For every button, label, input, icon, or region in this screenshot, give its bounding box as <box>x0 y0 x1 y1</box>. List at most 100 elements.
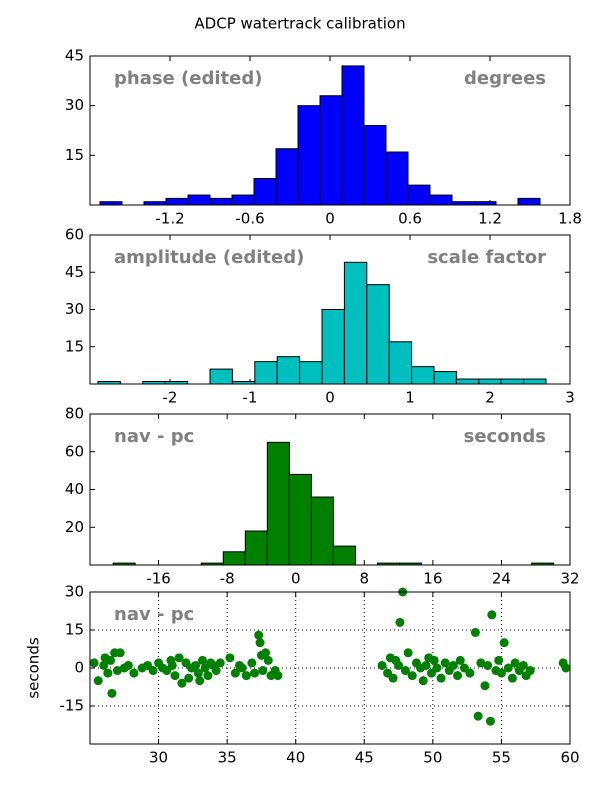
annotation: amplitude (edited) <box>114 247 304 268</box>
annotation: nav - pc <box>114 604 194 625</box>
x-tick-label: 55 <box>492 749 511 767</box>
bar <box>244 530 268 566</box>
bar <box>231 194 255 206</box>
axes-frame <box>89 234 571 385</box>
x-tick-label: -1.2 <box>155 210 184 228</box>
y-tick-label: 80 <box>65 405 84 423</box>
point <box>510 658 520 668</box>
point <box>440 658 450 668</box>
bar <box>366 284 390 385</box>
axes-frame <box>89 413 571 566</box>
y-tick-label: 60 <box>65 442 84 460</box>
point <box>170 671 180 681</box>
point <box>476 658 486 668</box>
x-tick-label: 50 <box>423 749 442 767</box>
point <box>254 630 264 640</box>
x-tick-label: 1.2 <box>478 210 502 228</box>
x-tick-label: 1.8 <box>558 210 582 228</box>
bar <box>321 309 345 385</box>
point <box>129 668 139 678</box>
figure-title: ADCP watertrack calibration <box>194 15 405 33</box>
point <box>480 681 490 691</box>
point <box>177 678 187 688</box>
bar <box>222 551 246 566</box>
bar <box>253 178 277 206</box>
bar <box>299 361 323 385</box>
point <box>453 671 463 681</box>
point <box>432 663 442 673</box>
y-tick-label: 30 <box>65 96 84 114</box>
bar <box>433 371 457 385</box>
point <box>103 668 113 678</box>
bar <box>363 125 387 206</box>
y-tick-label: 40 <box>65 480 84 498</box>
x-tick-label: 1 <box>405 389 415 407</box>
point <box>394 660 404 670</box>
y-tick-label: 0 <box>74 659 84 677</box>
point <box>407 671 417 681</box>
point <box>485 716 495 726</box>
bar <box>500 378 525 385</box>
bar <box>455 378 480 385</box>
annotation: seconds <box>464 426 546 447</box>
point <box>123 660 133 670</box>
point <box>503 663 513 673</box>
x-tick-label: 0 <box>291 570 301 588</box>
x-tick-label: 32 <box>560 570 579 588</box>
bar <box>209 197 233 206</box>
bar <box>165 197 189 206</box>
x-tick-label: -16 <box>146 570 171 588</box>
point <box>255 638 265 648</box>
annotation: nav - pc <box>114 426 194 447</box>
point <box>400 666 410 676</box>
y-tick-label: 45 <box>65 47 84 65</box>
x-tick-label: -1 <box>243 389 258 407</box>
point <box>215 658 225 668</box>
point <box>499 638 509 648</box>
point <box>273 671 283 681</box>
point <box>174 653 184 663</box>
point <box>250 668 260 678</box>
y-tick-label: 30 <box>65 583 84 601</box>
point <box>191 660 201 670</box>
point <box>106 655 116 665</box>
point <box>225 653 235 663</box>
x-tick-label: 24 <box>492 570 511 588</box>
bar <box>332 545 356 566</box>
y-tick-label: 30 <box>65 300 84 318</box>
x-tick-label: -8 <box>220 570 235 588</box>
bar <box>187 194 211 206</box>
point <box>261 648 271 658</box>
point <box>436 673 446 683</box>
annotation: scale factor <box>427 247 546 268</box>
x-tick-label: 2 <box>485 389 495 407</box>
annotation: phase (edited) <box>114 68 262 89</box>
point <box>203 671 213 681</box>
point <box>395 617 405 627</box>
point <box>112 666 122 676</box>
point <box>193 668 203 678</box>
point <box>89 658 99 668</box>
x-tick-label: 0 <box>325 210 335 228</box>
axes-frame <box>89 55 571 206</box>
point <box>448 660 458 670</box>
point <box>237 663 247 673</box>
point <box>241 671 251 681</box>
x-tick-label: 30 <box>149 749 168 767</box>
axes-frame <box>89 591 571 745</box>
point <box>518 660 528 670</box>
point <box>418 676 428 686</box>
bar <box>411 366 435 385</box>
point <box>403 648 413 658</box>
bar <box>341 65 365 206</box>
y-tick-label: 20 <box>65 518 84 536</box>
point <box>496 668 506 678</box>
point <box>247 658 257 668</box>
bar <box>209 368 233 385</box>
point <box>167 660 177 670</box>
x-tick-label: 16 <box>423 570 442 588</box>
point <box>473 711 483 721</box>
bar <box>407 184 431 206</box>
x-tick-label: 3 <box>565 389 575 407</box>
